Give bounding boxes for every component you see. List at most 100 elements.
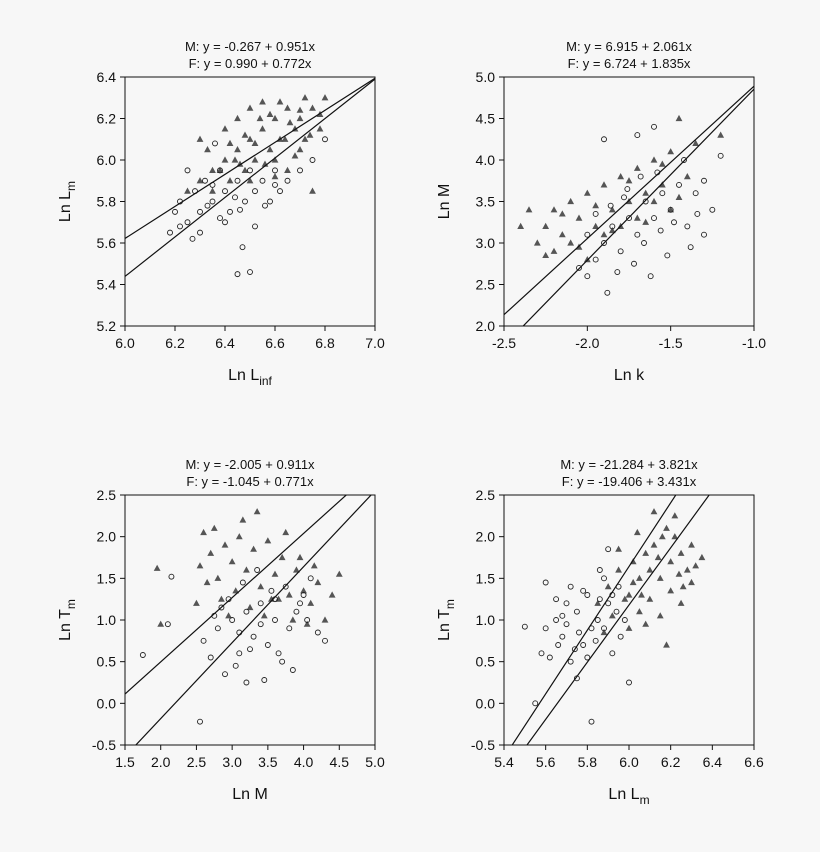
- point-m: [592, 222, 600, 229]
- point-f: [584, 273, 591, 280]
- point-m: [184, 187, 191, 194]
- point-f: [309, 157, 316, 163]
- point-f: [214, 625, 221, 632]
- point-m: [310, 562, 318, 569]
- y-tick-label: 4.0: [476, 152, 496, 168]
- y-tick-label: 0.0: [97, 695, 117, 711]
- x-tick-label: 6.2: [165, 335, 185, 351]
- point-f: [621, 617, 628, 623]
- plot-frame: [124, 494, 376, 746]
- point-m: [285, 591, 293, 598]
- point-f: [580, 587, 587, 594]
- point-f: [247, 269, 253, 275]
- point-m: [558, 210, 566, 217]
- y-tick-label: 1.5: [97, 570, 117, 586]
- point-m: [157, 620, 165, 627]
- point-f: [546, 654, 553, 661]
- point-f: [243, 679, 250, 686]
- point-f: [252, 223, 258, 230]
- point-m: [271, 156, 279, 163]
- point-f: [609, 650, 616, 657]
- point-f: [553, 617, 560, 623]
- point-f: [239, 244, 246, 251]
- y-tick-label: 0.5: [97, 654, 117, 670]
- point-m: [316, 125, 324, 132]
- point-m: [251, 156, 259, 163]
- point-f: [264, 642, 271, 648]
- point-f: [168, 573, 175, 580]
- y-axis-label-main: Ln L: [57, 191, 74, 222]
- point-f: [584, 592, 591, 598]
- y-tick-label: 3.0: [476, 235, 496, 251]
- point-f: [250, 633, 257, 640]
- point-f: [232, 194, 238, 201]
- y-tick-label: 5.6: [97, 235, 117, 251]
- point-f: [247, 167, 253, 174]
- point-m: [646, 595, 654, 602]
- point-f: [222, 188, 228, 195]
- point-f: [229, 617, 236, 623]
- point-f: [314, 629, 321, 636]
- plot-area: [125, 495, 372, 745]
- point-f: [571, 646, 578, 653]
- point-f: [267, 198, 273, 205]
- point-f: [209, 198, 216, 205]
- point-f: [580, 642, 587, 648]
- point-f: [247, 646, 253, 653]
- point-f: [634, 231, 641, 238]
- point-f: [542, 625, 549, 632]
- y-tick-label: 5.2: [97, 318, 117, 334]
- point-m: [246, 603, 254, 611]
- point-m: [625, 177, 633, 184]
- point-f: [624, 186, 631, 193]
- y-tick-label: 5.4: [97, 277, 117, 293]
- point-m: [567, 197, 575, 205]
- point-f: [642, 198, 649, 205]
- point-m: [592, 202, 600, 209]
- point-m: [335, 570, 343, 577]
- y-tick-label: 6.0: [97, 152, 117, 168]
- point-f: [272, 167, 278, 174]
- point-f: [604, 289, 611, 296]
- point-f: [189, 235, 196, 242]
- y-tick-label: 2.5: [97, 487, 117, 503]
- point-m: [289, 616, 297, 623]
- point-f: [659, 190, 666, 197]
- point-m: [196, 177, 204, 184]
- point-m: [600, 231, 608, 238]
- fit-line-m: [125, 78, 375, 277]
- point-f: [601, 575, 607, 582]
- point-m: [663, 524, 670, 531]
- point-f: [217, 215, 223, 222]
- point-m: [232, 587, 240, 594]
- point-f: [601, 240, 607, 246]
- point-f: [284, 177, 291, 184]
- point-m: [663, 641, 670, 648]
- point-m: [256, 114, 264, 122]
- point-m: [218, 595, 225, 602]
- point-f: [197, 718, 203, 725]
- point-m: [675, 570, 683, 577]
- point-f: [164, 621, 171, 628]
- point-f: [592, 210, 599, 217]
- x-tick-label: 6.0: [115, 335, 135, 351]
- x-axis-label-subscript: inf: [259, 374, 272, 388]
- point-m: [266, 110, 274, 117]
- point-m: [207, 549, 215, 556]
- y-tick-label: 5.0: [476, 69, 496, 85]
- point-m: [656, 612, 664, 619]
- point-f: [631, 260, 637, 267]
- y-tick-label: 5.8: [97, 194, 117, 210]
- point-m: [646, 566, 654, 573]
- fit-line-f: [125, 495, 348, 695]
- x-axis-label-subscript: m: [640, 793, 650, 807]
- point-m: [259, 125, 266, 132]
- point-f: [553, 596, 560, 603]
- y-axis-label-subscript: m: [443, 599, 457, 609]
- plot-area: [125, 77, 375, 278]
- point-m: [583, 256, 591, 263]
- point-f: [184, 219, 191, 226]
- y-axis-label-subscript: m: [64, 181, 78, 191]
- point-m: [209, 187, 216, 194]
- x-tick-label: 4.5: [330, 754, 350, 770]
